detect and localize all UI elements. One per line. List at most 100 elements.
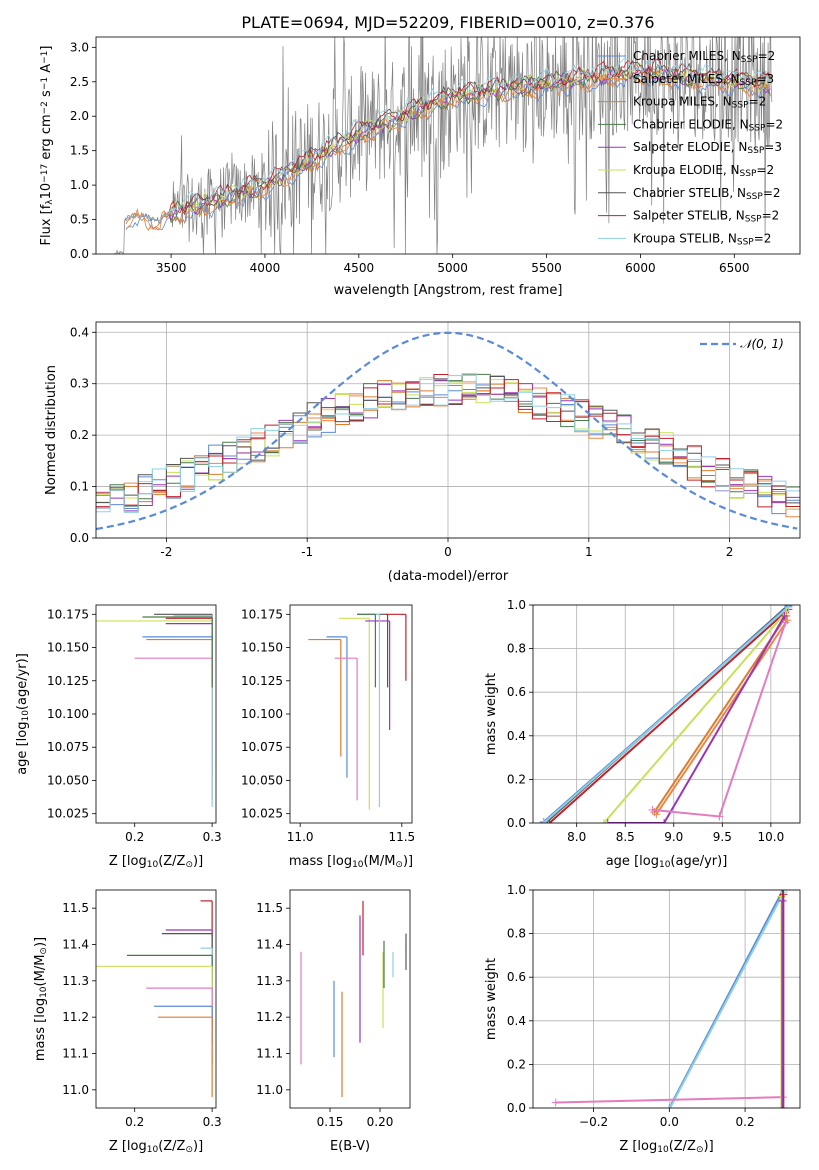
- y-tick-label: 0.4: [70, 325, 89, 339]
- weight-z-axes-frame: [532, 889, 801, 1109]
- age-z-axes: 0.2 0.3 10.025 10.050 10.075 10.100 10.125 10.1…: [47, 604, 222, 844]
- legend-entry: Chabrier MILES, NSSP=2: [633, 49, 775, 65]
- x-axis-label: wavelength [Angstrom, rest frame]: [334, 283, 563, 298]
- y-tick-label: 10.150: [241, 641, 283, 655]
- y-tick-label: 0.0: [70, 531, 89, 545]
- y-tick-label: 0.4: [507, 1014, 526, 1028]
- x-tick-label: -1: [301, 545, 313, 559]
- y-tick-label: 0.4: [507, 729, 526, 743]
- x-tick-label: 4000: [250, 261, 281, 275]
- weight-line-3: [543, 606, 790, 823]
- y-tick-label: 11.0: [256, 1083, 283, 1097]
- x-axis-label: E(B-V): [330, 1139, 370, 1154]
- weight-line-4: [603, 610, 788, 823]
- x-tick-label: −0.2: [579, 1115, 608, 1129]
- legend-entry: Salpeter STELIB, NSSP=2: [633, 209, 779, 225]
- y-tick-label: 1.0: [507, 598, 526, 612]
- age-mass-axes-plot: [308, 613, 407, 810]
- x-tick-label: 0: [444, 545, 452, 559]
- y-tick-label: 11.1: [256, 1047, 283, 1061]
- weight-line-1: [669, 891, 785, 1108]
- weight-age-axes: 8.0 8.5 9.0 9.5 10.0 0.0 0.2 0.4 0.6 0.8 1.0: [507, 598, 801, 844]
- y-axis-label: mass weight: [484, 673, 499, 755]
- y-axis-label: mass [log10(M/M⊙)]: [33, 937, 49, 1061]
- x-axis-label: Z [log10(Z/Z⊙)]: [109, 1139, 203, 1155]
- legend-entry: Salpeter MILES, NSSP=3: [633, 72, 774, 88]
- x-tick-label: 8.5: [616, 830, 635, 844]
- weight-z-axes-plot: [551, 890, 788, 1108]
- x-tick-label: 9.5: [713, 830, 732, 844]
- y-axis-label: age [log10(age/yr)]: [15, 653, 31, 775]
- mass-ebv-axes-plot: [300, 900, 407, 1098]
- x-tick-label: 4500: [344, 261, 375, 275]
- y-axis-label: mass weight: [484, 958, 499, 1040]
- legend-entry: Kroupa STELIB, NSSP=2: [633, 231, 771, 247]
- x-tick-label: 11.5: [388, 830, 415, 844]
- histogram-line-8: [96, 373, 800, 513]
- y-tick-label: 11.4: [62, 938, 89, 952]
- y-tick-label: 0.6: [507, 970, 526, 984]
- weight-age-axes-plot: [539, 605, 793, 823]
- model-line-7: [125, 58, 771, 222]
- x-tick-label: 0.2: [125, 830, 144, 844]
- mass-z-axes-frame: [95, 889, 217, 1109]
- x-tick-label: 0.15: [317, 1115, 344, 1129]
- x-tick-label: 5000: [437, 261, 468, 275]
- x-tick-label: 0.3: [203, 1115, 222, 1129]
- x-tick-label: 0.0: [660, 1115, 679, 1129]
- y-tick-label: 0.0: [507, 1101, 526, 1115]
- y-tick-label: 11.4: [256, 938, 283, 952]
- x-tick-label: 0.20: [367, 1115, 394, 1129]
- y-tick-label: 0.0: [507, 816, 526, 830]
- y-tick-label: 1.0: [70, 178, 89, 192]
- y-tick-label: 0.3: [70, 377, 89, 391]
- y-tick-label: 1.5: [70, 144, 89, 158]
- y-tick-label: 0.0: [70, 247, 89, 261]
- y-tick-label: 10.075: [241, 740, 283, 754]
- weight-age-axes-frame: [532, 604, 801, 824]
- x-axis-label: (data-model)/error: [388, 569, 509, 584]
- y-tick-label: 0.1: [70, 480, 89, 494]
- model-line-8: [125, 56, 771, 222]
- y-tick-label: 10.050: [241, 773, 283, 787]
- y-tick-label: 0.5: [70, 213, 89, 227]
- legend-entry: Chabrier STELIB, NSSP=2: [633, 186, 781, 202]
- legend-entry: 𝒩(0, 1): [740, 337, 784, 351]
- y-tick-label: 10.175: [241, 607, 283, 621]
- observed-spectrum-line: [114, 37, 773, 254]
- y-tick-label: 0.8: [507, 927, 526, 941]
- legend-entry: Chabrier ELODIE, NSSP=2: [633, 117, 783, 133]
- y-tick-label: 10.050: [47, 773, 89, 787]
- weight-line-6: [655, 619, 789, 815]
- y-tick-label: 10.175: [47, 607, 89, 621]
- weight-z-axes: −0.2 0.0 0.2 0.0 0.2 0.4 0.6 0.8 1.0: [507, 883, 801, 1129]
- age-z-axes-plot: [96, 613, 213, 808]
- model-line-2: [125, 68, 771, 231]
- y-tick-label: 3.0: [70, 40, 89, 54]
- x-tick-label: 9.0: [664, 830, 683, 844]
- residual-axes: -2 -1 0 1 2 0.0 0.1 0.2 0.3 0.4: [70, 321, 801, 559]
- y-tick-label: 0.2: [507, 772, 526, 786]
- y-axis-label: Flux [fλ10−17 erg cm−2 s−1 A−1]: [39, 46, 55, 246]
- y-tick-label: 10.025: [241, 807, 283, 821]
- weight-line-1: [548, 608, 790, 823]
- x-tick-label: 10.0: [758, 830, 785, 844]
- residual-axes-plot: [96, 331, 800, 531]
- spectrum-legend: Chabrier MILES, NSSP=2 Salpeter MILES, NS…: [598, 49, 783, 248]
- y-axis-label: Normed distribution: [44, 365, 59, 495]
- y-tick-label: 10.075: [47, 740, 89, 754]
- spectrum-axes-plot: [114, 37, 773, 254]
- mass-ebv-axes: 0.15 0.20 11.0 11.1 11.2 11.3 11.4 11.5: [256, 889, 411, 1129]
- weight-line-2: [555, 1096, 783, 1104]
- y-tick-label: 10.025: [47, 807, 89, 821]
- spectrum-axes: 3500 4000 4500 5000 5500 6000 6500 0.0 0.5 1.0 1.5…: [70, 36, 801, 275]
- y-tick-label: 0.2: [70, 428, 89, 442]
- y-tick-label: 10.100: [47, 707, 89, 721]
- x-tick-label: -2: [160, 545, 172, 559]
- chart-title: PLATE=0694, MJD=52209, FIBERID=0010, z=0…: [241, 13, 654, 32]
- y-tick-label: 11.0: [62, 1083, 89, 1097]
- spectrum-axes-frame: [95, 36, 801, 255]
- mass-z-axes: 0.2 0.3 11.0 11.1 11.2 11.3 11.4 11.5: [62, 889, 222, 1129]
- y-tick-label: 11.5: [256, 901, 283, 915]
- y-tick-label: 10.100: [241, 707, 283, 721]
